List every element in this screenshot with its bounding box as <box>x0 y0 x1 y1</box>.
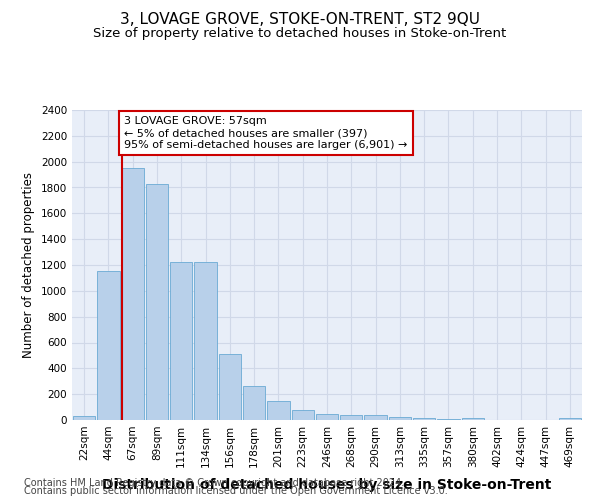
Text: Contains HM Land Registry data © Crown copyright and database right 2024.: Contains HM Land Registry data © Crown c… <box>24 478 404 488</box>
Bar <box>170 262 193 420</box>
Text: 3, LOVAGE GROVE, STOKE-ON-TRENT, ST2 9QU: 3, LOVAGE GROVE, STOKE-ON-TRENT, ST2 9QU <box>120 12 480 28</box>
Bar <box>146 184 168 420</box>
Bar <box>292 410 314 420</box>
Text: 3 LOVAGE GROVE: 57sqm
← 5% of detached houses are smaller (397)
95% of semi-deta: 3 LOVAGE GROVE: 57sqm ← 5% of detached h… <box>124 116 407 150</box>
Bar <box>364 414 387 420</box>
Bar <box>218 354 241 420</box>
X-axis label: Distribution of detached houses by size in Stoke-on-Trent: Distribution of detached houses by size … <box>103 478 551 492</box>
Bar <box>97 272 119 420</box>
Y-axis label: Number of detached properties: Number of detached properties <box>22 172 35 358</box>
Text: Size of property relative to detached houses in Stoke-on-Trent: Size of property relative to detached ho… <box>94 28 506 40</box>
Bar <box>243 386 265 420</box>
Bar <box>73 416 95 420</box>
Bar <box>413 418 436 420</box>
Text: Contains public sector information licensed under the Open Government Licence v3: Contains public sector information licen… <box>24 486 448 496</box>
Bar <box>267 401 290 420</box>
Bar <box>122 168 144 420</box>
Bar <box>340 414 362 420</box>
Bar <box>437 418 460 420</box>
Bar <box>461 418 484 420</box>
Bar <box>559 418 581 420</box>
Bar <box>194 262 217 420</box>
Bar <box>389 417 411 420</box>
Bar <box>316 414 338 420</box>
